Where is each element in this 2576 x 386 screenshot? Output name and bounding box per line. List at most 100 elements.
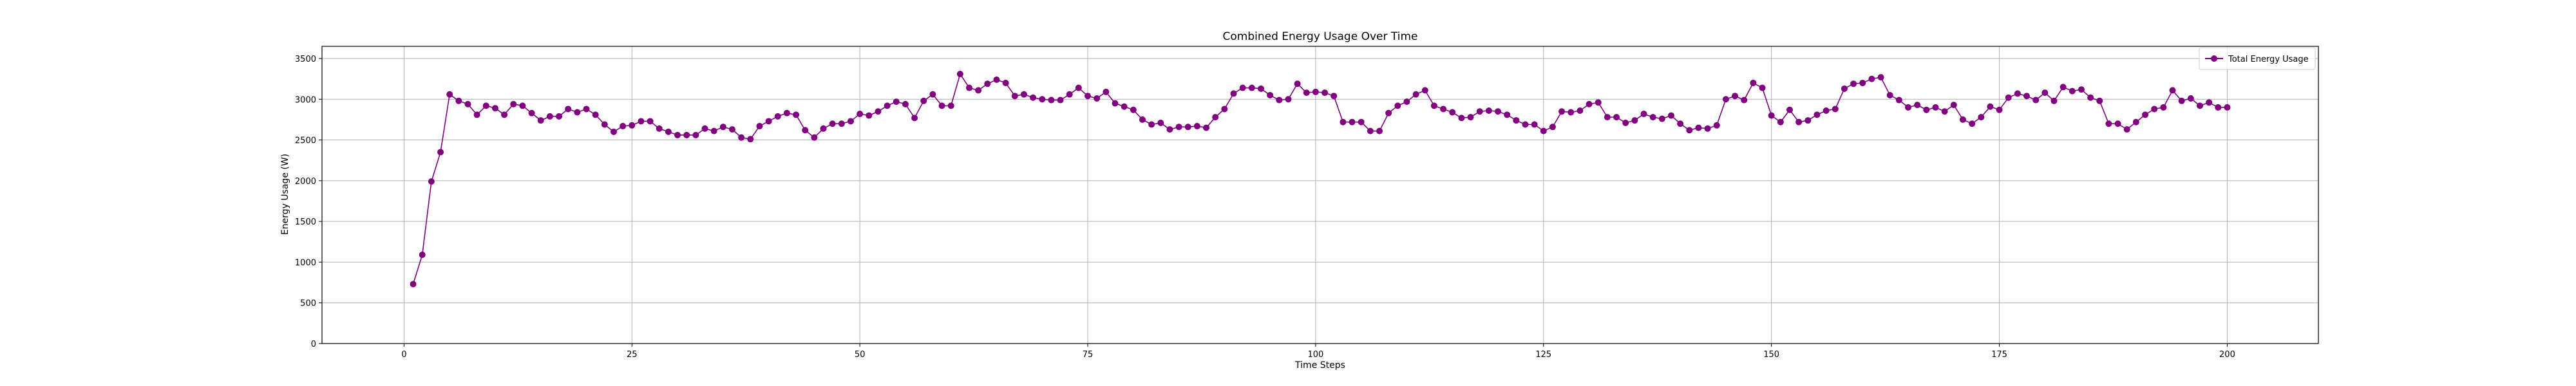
data-point xyxy=(1440,106,1447,113)
data-point xyxy=(455,97,462,104)
data-point xyxy=(902,100,909,107)
data-point xyxy=(1823,107,1830,114)
data-point xyxy=(793,111,800,118)
x-tick-label: 200 xyxy=(2219,350,2235,360)
data-point xyxy=(875,108,882,115)
x-tick-label: 175 xyxy=(1991,350,2007,360)
data-point xyxy=(2123,126,2130,133)
data-point xyxy=(738,134,745,141)
data-point xyxy=(1504,111,1511,118)
data-point xyxy=(1385,109,1392,116)
data-point xyxy=(1850,80,1857,87)
data-point xyxy=(1193,123,1200,130)
data-point xyxy=(410,280,417,288)
data-point xyxy=(1996,106,2003,113)
data-point xyxy=(510,100,517,107)
data-point xyxy=(1403,98,1410,106)
data-point xyxy=(1923,106,1930,113)
data-point xyxy=(1567,109,1575,116)
data-point xyxy=(482,102,489,109)
data-point xyxy=(1658,115,1665,122)
legend-box xyxy=(2199,47,2316,70)
data-point xyxy=(1932,104,1939,111)
data-point xyxy=(1495,108,1502,115)
data-point xyxy=(1002,79,1009,86)
data-point xyxy=(1303,89,1310,96)
data-point xyxy=(2215,104,2222,111)
data-point xyxy=(1248,84,1255,91)
data-point xyxy=(1166,126,1173,133)
data-point xyxy=(1750,79,1757,86)
data-point xyxy=(1066,91,1073,98)
data-point xyxy=(2060,84,2067,91)
y-tick-label: 2000 xyxy=(295,177,316,187)
data-point xyxy=(1631,117,1638,124)
y-tick-label: 1500 xyxy=(295,217,316,227)
data-point xyxy=(1677,120,1684,127)
data-point xyxy=(610,128,617,135)
data-point xyxy=(710,127,717,134)
data-point xyxy=(747,136,754,143)
data-point xyxy=(765,118,772,125)
data-point xyxy=(647,118,654,125)
data-point xyxy=(1841,85,1848,92)
data-point xyxy=(501,111,508,118)
data-point xyxy=(1467,114,1474,121)
data-point xyxy=(1859,79,1866,86)
data-point xyxy=(1430,102,1437,109)
x-tick-label: 0 xyxy=(401,350,406,360)
data-point xyxy=(2014,90,2021,97)
legend-label: Total Energy Usage xyxy=(2228,55,2309,64)
data-point xyxy=(1020,91,1027,98)
data-point xyxy=(1139,116,1146,123)
data-point xyxy=(1695,124,1702,131)
data-point xyxy=(1741,96,1748,104)
y-tick-label: 500 xyxy=(300,299,316,309)
data-point xyxy=(1969,120,1976,127)
data-point xyxy=(783,109,790,116)
data-point xyxy=(1221,106,1228,113)
data-point xyxy=(1331,93,1338,100)
chart-title: Combined Energy Usage Over Time xyxy=(1223,30,1418,43)
data-point xyxy=(1358,118,1365,125)
data-point xyxy=(1057,96,1064,104)
data-point xyxy=(629,122,636,129)
data-point xyxy=(838,120,845,127)
y-tick-label: 0 xyxy=(311,340,316,349)
data-point xyxy=(2224,104,2231,111)
data-point xyxy=(829,120,836,127)
data-point xyxy=(1184,124,1191,131)
data-point xyxy=(1732,93,1739,100)
data-point xyxy=(692,131,699,138)
x-tick-label: 25 xyxy=(627,350,638,360)
data-point xyxy=(1595,99,1602,106)
data-point xyxy=(519,102,526,109)
data-point xyxy=(893,98,900,106)
data-point xyxy=(993,76,1000,83)
data-point xyxy=(1230,90,1237,97)
data-point xyxy=(774,113,781,120)
data-point xyxy=(1549,124,1556,131)
data-point xyxy=(1203,124,1210,131)
data-point xyxy=(2005,94,2012,101)
data-point xyxy=(1212,114,1219,121)
data-point xyxy=(1458,115,1465,122)
data-point xyxy=(802,127,809,134)
data-point xyxy=(820,125,827,132)
data-point xyxy=(866,112,873,119)
data-point xyxy=(1941,108,1948,115)
data-point xyxy=(1485,107,1492,114)
data-point xyxy=(1713,122,1720,129)
data-point xyxy=(956,71,963,78)
data-point xyxy=(1868,75,1875,82)
data-point xyxy=(1048,96,1055,104)
data-point xyxy=(884,102,891,109)
data-point xyxy=(2096,97,2103,104)
data-point xyxy=(1667,112,1674,119)
data-point xyxy=(556,113,563,120)
data-point xyxy=(1376,127,1383,134)
data-point xyxy=(938,102,945,109)
data-point xyxy=(2032,96,2040,104)
x-tick-label: 75 xyxy=(1083,350,1094,360)
